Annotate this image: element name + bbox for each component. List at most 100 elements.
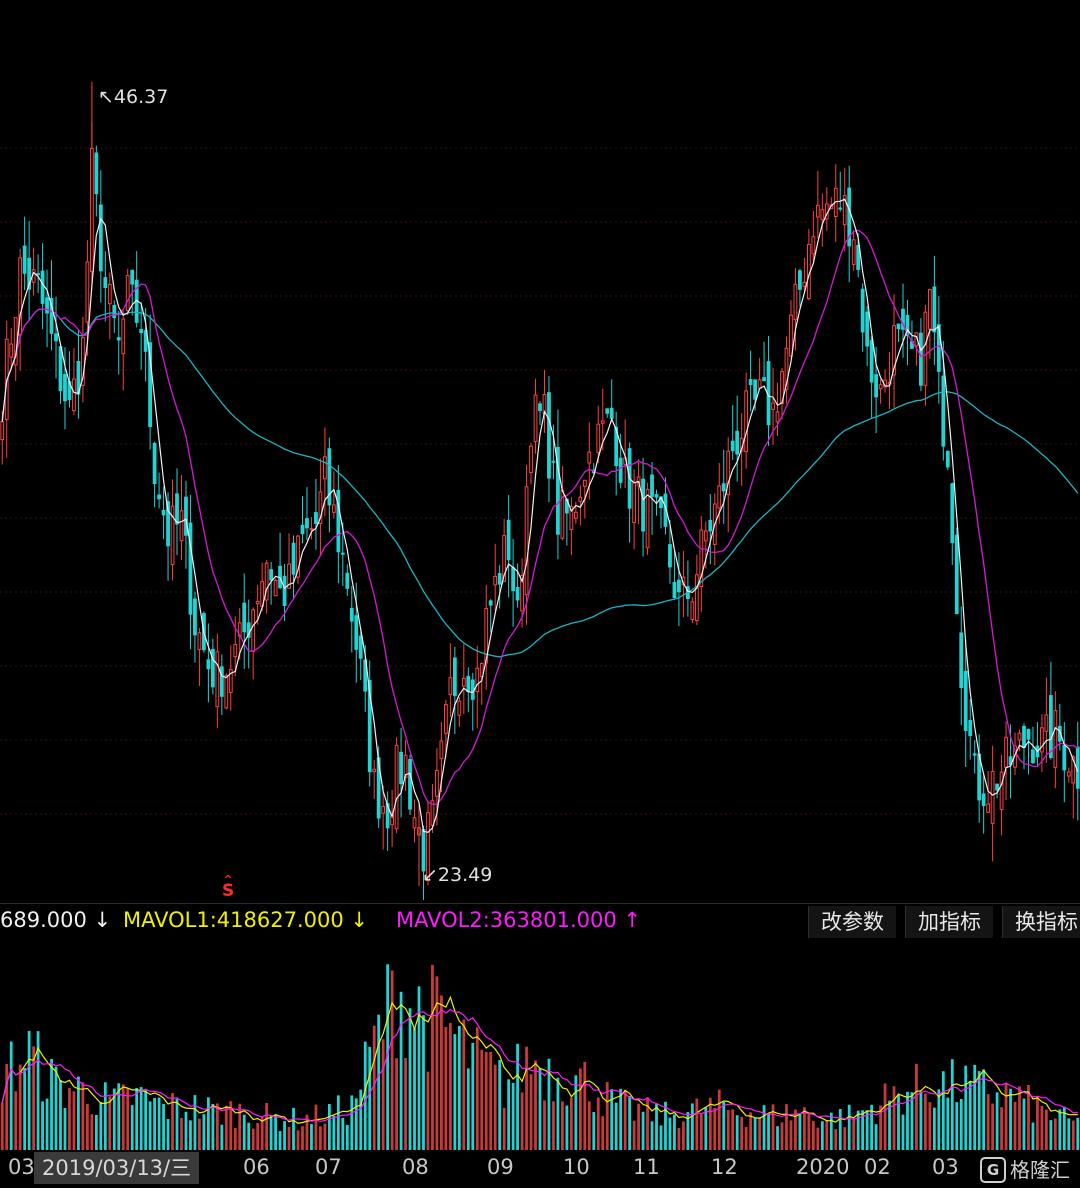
candle-body xyxy=(511,567,516,592)
candle-body xyxy=(699,529,704,587)
candle-body xyxy=(408,759,412,810)
candle-body xyxy=(717,485,722,509)
candle-body xyxy=(721,483,726,492)
candle-body xyxy=(63,373,67,402)
candle-body xyxy=(963,670,968,731)
candle-body xyxy=(358,635,363,659)
candle-body xyxy=(157,494,161,500)
candle-body xyxy=(49,297,54,334)
volume-bar xyxy=(377,1014,381,1150)
candle-body xyxy=(587,451,592,464)
candle-body xyxy=(161,509,166,516)
volume-chart[interactable] xyxy=(0,940,1080,1150)
candle-body xyxy=(331,504,336,513)
candle-body xyxy=(148,342,153,428)
candle-body xyxy=(452,657,457,697)
candle-body xyxy=(865,311,870,347)
candle-body xyxy=(439,740,444,760)
volume-bar xyxy=(507,1079,511,1150)
candle-body xyxy=(89,148,94,273)
volume-bar xyxy=(928,1102,932,1150)
candle-body xyxy=(372,768,377,773)
candle-body xyxy=(789,314,793,357)
add-indicator-button[interactable]: 加指标 xyxy=(905,906,993,938)
volume-bar xyxy=(381,1039,385,1150)
volume-bar xyxy=(1071,1120,1075,1150)
volume-bar xyxy=(1062,1106,1066,1150)
volume-bar xyxy=(283,1121,286,1150)
switch-indicator-button[interactable]: 换指标 xyxy=(1002,906,1080,938)
volume-bar xyxy=(63,1108,67,1150)
volume-bar xyxy=(847,1104,851,1150)
volume-bar xyxy=(85,1103,89,1150)
volume-bar xyxy=(121,1084,125,1150)
candle-body xyxy=(9,343,14,358)
volume-moving-averages xyxy=(1,995,1078,1125)
candle-body xyxy=(860,288,865,333)
candle-body xyxy=(340,552,345,555)
volume-bar xyxy=(1045,1109,1048,1150)
candle-body xyxy=(838,207,843,210)
candle-body xyxy=(381,806,386,814)
volume-bar xyxy=(762,1105,766,1150)
volume-bar xyxy=(265,1102,269,1150)
price-chart[interactable] xyxy=(0,0,1080,900)
candle-body xyxy=(757,379,762,389)
candle-body xyxy=(45,297,49,314)
candle-body xyxy=(677,579,681,593)
candle-body xyxy=(645,488,650,549)
candle-body xyxy=(1026,728,1031,740)
candle-body xyxy=(762,377,766,382)
volume-bar xyxy=(14,1091,18,1150)
low-price-value: 23.49 xyxy=(437,864,493,886)
volume-bar xyxy=(686,1111,690,1150)
volume-bar xyxy=(780,1122,784,1150)
candle-body xyxy=(605,408,610,414)
volume-bar xyxy=(565,1105,569,1150)
watermark: G 格隆汇 xyxy=(976,1154,1074,1183)
change-params-button[interactable]: 改参数 xyxy=(808,906,896,938)
candle-body xyxy=(426,812,430,881)
candle-body xyxy=(444,704,448,734)
volume-bar xyxy=(448,1022,452,1150)
candle-body xyxy=(479,663,484,677)
volume-bar xyxy=(126,1088,130,1150)
high-price-value: 46.37 xyxy=(113,86,169,108)
vol-value: 689.000 ↓ xyxy=(0,908,112,932)
candle-body xyxy=(493,575,498,586)
candle-body xyxy=(40,270,45,304)
volume-bar xyxy=(632,1120,636,1150)
volume-bar xyxy=(408,1008,412,1150)
candle-body xyxy=(582,479,587,487)
volume-bar xyxy=(655,1103,658,1150)
candle-body xyxy=(1062,745,1067,771)
candle-body xyxy=(412,817,417,829)
volume-bar xyxy=(224,1105,228,1150)
candle-body xyxy=(94,152,99,195)
candle-body xyxy=(1066,771,1071,777)
volume-bar xyxy=(561,1101,564,1150)
sell-signal-marker[interactable]: ^ S xyxy=(222,874,234,900)
volume-bar xyxy=(77,1076,80,1150)
candle-body xyxy=(578,496,583,502)
volume-bar xyxy=(238,1103,242,1150)
volume-bar xyxy=(543,1100,546,1150)
volume-bar xyxy=(27,1030,31,1150)
volume-bar xyxy=(641,1111,645,1150)
volume-bar xyxy=(820,1121,824,1150)
gelonghui-logo-icon: G xyxy=(980,1156,1006,1183)
volume-bar xyxy=(511,1082,515,1150)
mavol1-value: MAVOL1:418627.000 ↓ xyxy=(123,908,368,932)
candle-body xyxy=(121,318,126,355)
volume-bar xyxy=(982,1069,986,1150)
candle-body xyxy=(287,563,291,589)
volume-bar xyxy=(457,1025,461,1150)
volume-bar xyxy=(175,1098,179,1150)
x-tick: 09 xyxy=(487,1155,514,1179)
x-tick: 10 xyxy=(563,1155,590,1179)
volume-bar xyxy=(278,1131,282,1150)
candle-body xyxy=(950,483,955,544)
volume-bar xyxy=(99,1101,103,1150)
candle-body xyxy=(927,289,932,330)
volume-bar xyxy=(9,1041,13,1150)
